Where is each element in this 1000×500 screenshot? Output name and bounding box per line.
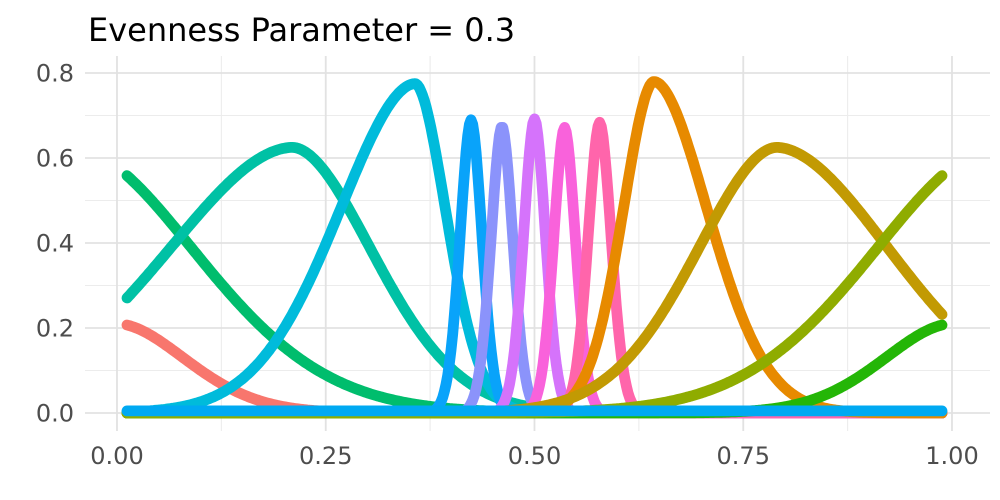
y-tick-label: 0.6 — [36, 145, 74, 173]
axis-tick-labels: 0.0 0.2 0.4 0.6 0.8 0.00 0.25 0.50 0.75 1.00 — [36, 60, 979, 471]
x-tick-label: 1.00 — [925, 442, 978, 470]
y-tick-label: 0.8 — [36, 60, 74, 88]
y-tick-label: 0.0 — [36, 400, 74, 428]
x-tick-label: 0.00 — [90, 442, 143, 470]
x-tick-label: 0.50 — [508, 442, 561, 470]
y-tick-label: 0.2 — [36, 315, 74, 343]
x-tick-label: 0.75 — [717, 442, 770, 470]
x-tick-label: 0.25 — [299, 442, 352, 470]
y-tick-label: 0.4 — [36, 230, 74, 258]
chart-title: Evenness Parameter = 0.3 — [88, 11, 515, 49]
curve-series-group — [121, 76, 948, 419]
